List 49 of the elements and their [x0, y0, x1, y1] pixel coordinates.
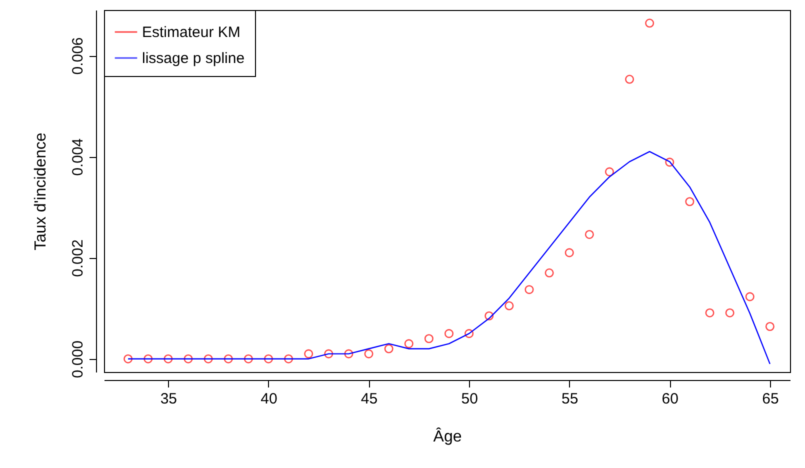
point [444, 329, 454, 338]
point [124, 354, 133, 364]
point [344, 349, 354, 358]
point [164, 354, 173, 364]
point [244, 354, 253, 364]
point [404, 339, 414, 348]
point [304, 349, 314, 358]
point [204, 354, 213, 364]
x-tick-label: 50 [461, 390, 478, 408]
point [384, 344, 394, 354]
point [524, 285, 534, 294]
x-tick-label: 45 [360, 390, 378, 408]
point [584, 230, 594, 239]
point [464, 329, 474, 338]
x-axis-title: Âge [433, 428, 462, 446]
point [144, 354, 153, 364]
point [604, 167, 614, 176]
y-tick-label: 0.006 [70, 37, 86, 75]
line-series [127, 150, 771, 365]
y-tick-label: 0.000 [70, 340, 86, 378]
legend-label: lissage p spline [142, 50, 245, 67]
point [264, 354, 274, 364]
point [284, 354, 294, 364]
x-tick-label: 55 [562, 390, 578, 408]
y-tick-label: 0.004 [70, 138, 86, 176]
point [364, 349, 374, 358]
point [705, 308, 714, 318]
y-tick-label: 0.002 [70, 239, 86, 278]
point [564, 248, 574, 258]
point [665, 158, 674, 167]
point [504, 301, 514, 310]
x-tick-label: 60 [662, 390, 678, 408]
point [625, 74, 634, 84]
x-tick-label: 65 [762, 390, 779, 408]
point [765, 322, 774, 332]
point [645, 18, 654, 28]
point [484, 311, 494, 320]
point [544, 268, 554, 278]
x-tick-label: 40 [260, 390, 278, 408]
point [745, 292, 754, 302]
point [685, 197, 694, 206]
point [324, 349, 334, 358]
x-tick-label: 35 [160, 390, 178, 408]
point [224, 354, 233, 364]
legend-label: Estimateur KM [142, 24, 240, 41]
point [725, 308, 734, 318]
y-axis-title: Taux d'incidence [32, 132, 50, 250]
point [184, 354, 193, 364]
point [424, 334, 434, 344]
